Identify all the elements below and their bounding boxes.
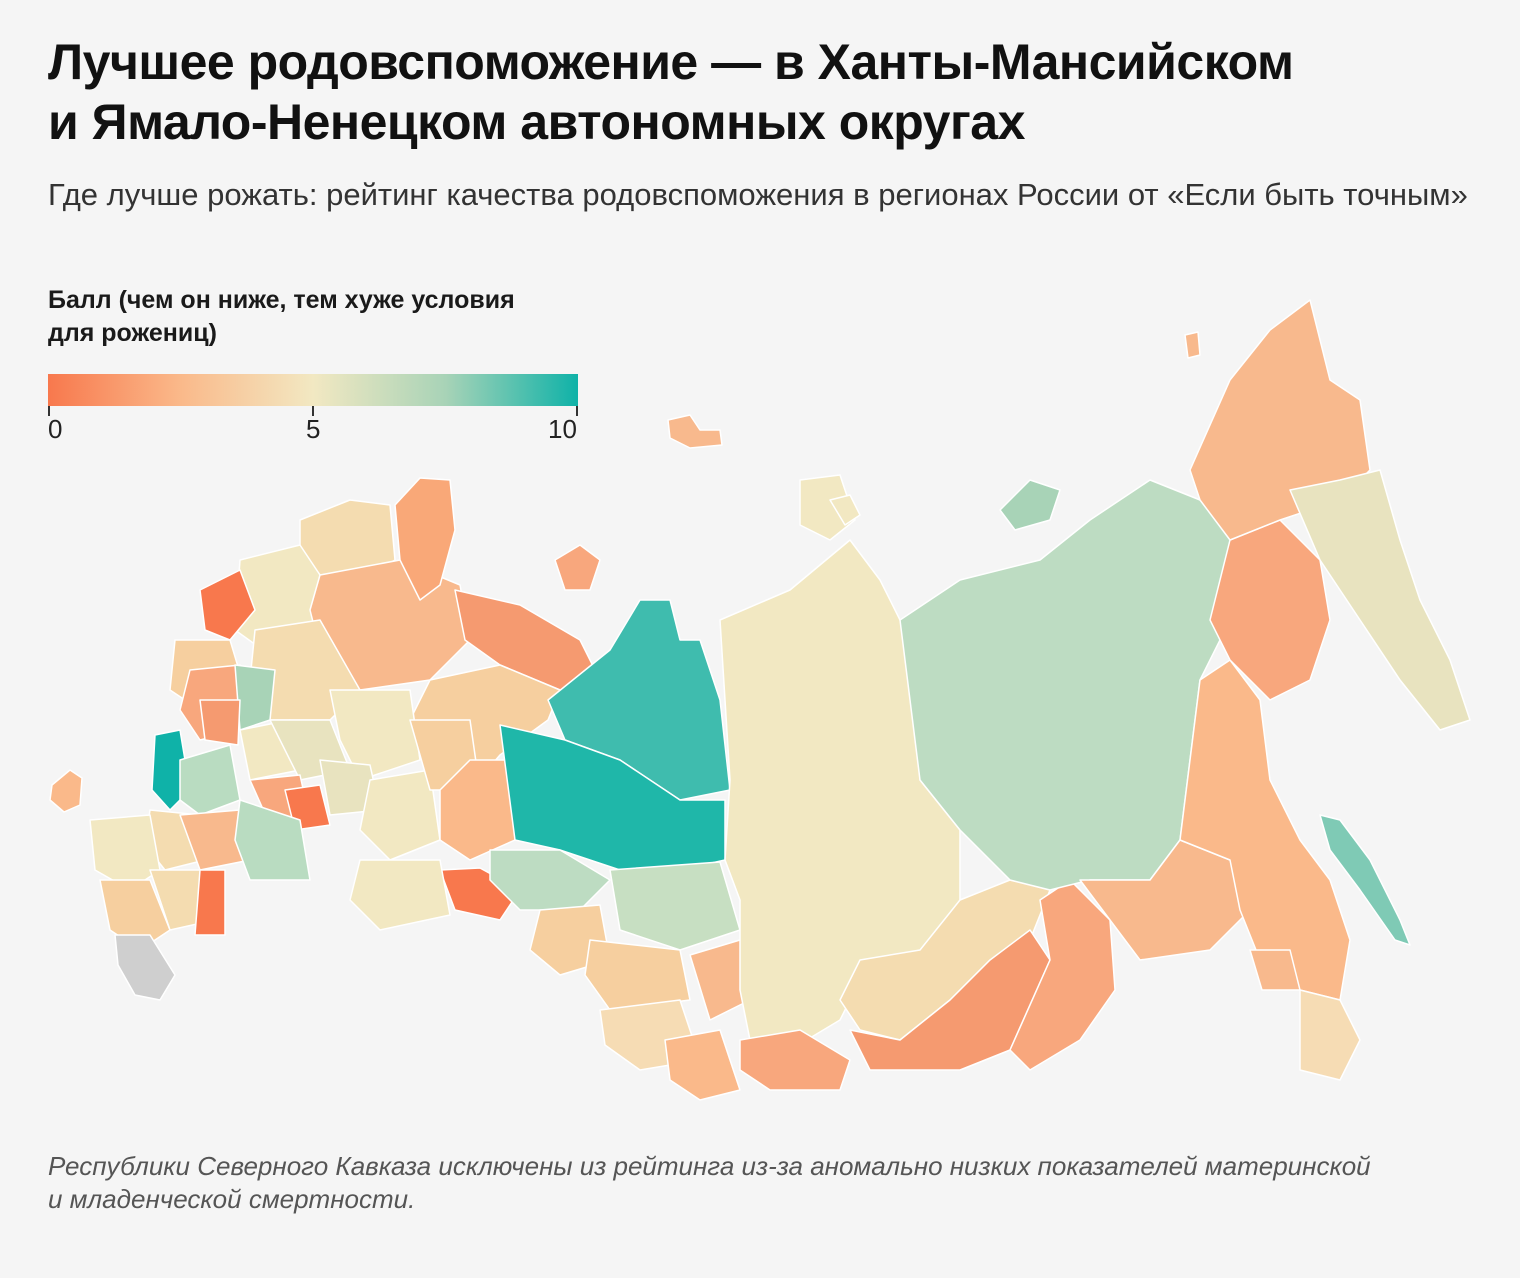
- footnote-line-1: Республики Северного Кавказа исключены и…: [48, 1151, 1371, 1181]
- chart-subtitle: Где лучше рожать: рейтинг качества родов…: [48, 177, 1468, 212]
- region-primorye[interactable]: [1299, 989, 1361, 1081]
- region-kirov[interactable]: [329, 689, 421, 781]
- region-khakassia-tuva[interactable]: [739, 1029, 851, 1091]
- region-novaya-zemlya[interactable]: [394, 477, 456, 601]
- region-kaluga-tula[interactable]: [179, 744, 241, 816]
- region-tomsk[interactable]: [609, 861, 741, 951]
- title-line-2: и Ямало-Ненецком автономных округах: [48, 94, 1025, 150]
- region-bashkortostan[interactable]: [359, 769, 441, 861]
- region-moscow[interactable]: [199, 699, 241, 746]
- region-taimyr-islands[interactable]: [799, 474, 856, 541]
- region-rostov[interactable]: [89, 814, 161, 891]
- region-chukotka[interactable]: [1189, 299, 1371, 541]
- region-severnaya-zemlya[interactable]: [829, 494, 861, 526]
- legend-tick-mark-10: [576, 406, 578, 416]
- legend-tick-label-10: 10: [548, 414, 577, 444]
- legend-tick-label-0: 0: [48, 414, 63, 444]
- legend-title-line-1: Балл (чем он ниже, тем хуже условия: [48, 286, 515, 314]
- region-leningrad-oblast[interactable]: [199, 569, 256, 641]
- footnote: Республики Северного Кавказа исключены и…: [48, 1150, 1488, 1216]
- region-franz-josef[interactable]: [667, 414, 723, 449]
- region-krasnodar[interactable]: [99, 879, 171, 951]
- region-kamchatka[interactable]: [1289, 469, 1471, 731]
- region-north-caucasus[interactable]: [114, 934, 176, 1001]
- chart-title: Лучшее родовспоможение — в Ханты-Мансийс…: [48, 32, 1468, 152]
- region-altai-rep[interactable]: [664, 1029, 741, 1101]
- legend-tick-label-5: 5: [306, 414, 321, 444]
- region-novosibirsk[interactable]: [584, 939, 691, 1011]
- footnote-line-2: и младенческой смертности.: [48, 1184, 416, 1214]
- legend-title: Балл (чем он ниже, тем хуже условия для …: [48, 284, 588, 350]
- region-wrangel[interactable]: [1184, 331, 1201, 359]
- legend-ticks: 0 5 10: [48, 406, 578, 446]
- legend-gradient-bar: [48, 374, 578, 406]
- region-jewish-ao[interactable]: [1249, 949, 1301, 991]
- region-magadan[interactable]: [1209, 519, 1331, 701]
- color-legend: Балл (чем он ниже, тем хуже условия для …: [48, 284, 588, 446]
- region-saratov-volgograd[interactable]: [234, 799, 311, 881]
- region-khabarovsk[interactable]: [1179, 659, 1351, 1001]
- region-kolguev[interactable]: [554, 544, 601, 591]
- region-sakhalin[interactable]: [1319, 814, 1411, 946]
- title-line-1: Лучшее родовспоможение — в Ханты-Мансийс…: [48, 34, 1294, 90]
- region-kaliningrad[interactable]: [49, 769, 83, 813]
- region-orenburg[interactable]: [349, 859, 451, 931]
- region-yaroslavl[interactable]: [234, 664, 276, 731]
- legend-title-line-2: для рожениц): [48, 319, 217, 347]
- region-new-siberian-islands[interactable]: [999, 479, 1061, 531]
- legend-tick-mark-5: [312, 406, 314, 416]
- legend-tick-mark-0: [48, 406, 50, 416]
- region-astrakhan[interactable]: [194, 869, 226, 936]
